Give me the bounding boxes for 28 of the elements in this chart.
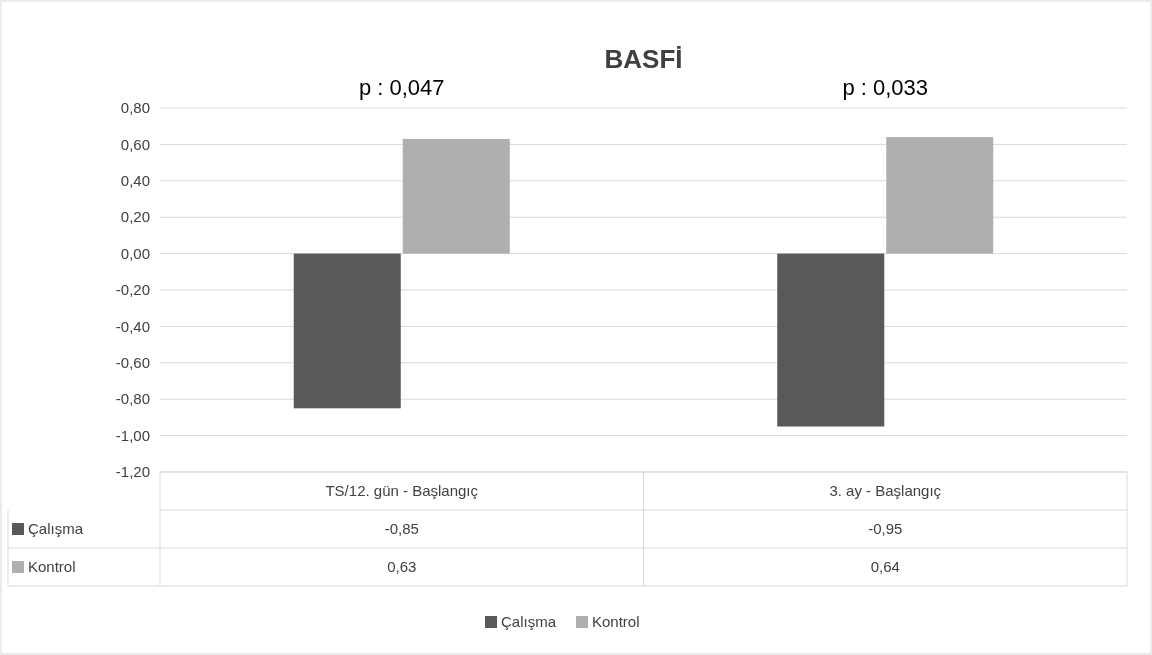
y-tick-label: 0,20 bbox=[120, 208, 150, 226]
legend-label: Kontrol bbox=[592, 613, 640, 631]
data-label: -0,95 bbox=[868, 520, 903, 538]
y-tick-label: -1,00 bbox=[115, 426, 150, 444]
text: p : 0,033 bbox=[842, 75, 929, 100]
data-label: 0,64 bbox=[870, 558, 900, 576]
y-tick-label: -0,60 bbox=[115, 354, 150, 372]
bar bbox=[402, 138, 510, 254]
bar bbox=[886, 137, 994, 254]
y-tick-label: 0,60 bbox=[120, 135, 150, 153]
y-tick-label: -0,80 bbox=[115, 390, 150, 408]
x-tick-label: 3. ay - Başlangıç bbox=[829, 482, 942, 500]
x-tick-label: TS/12. gün - Başlangıç bbox=[325, 482, 479, 500]
legend-label: Çalışma bbox=[501, 613, 557, 631]
chart-title: BASFİ bbox=[604, 44, 683, 74]
y-tick-label: 0,00 bbox=[120, 244, 150, 262]
text: Çalışma bbox=[28, 520, 84, 538]
text: p : 0,047 bbox=[358, 75, 445, 100]
data-label: -0,85 bbox=[384, 520, 419, 538]
y-tick-label: 0,80 bbox=[120, 99, 150, 117]
bar bbox=[293, 253, 401, 409]
text: Kontrol bbox=[28, 558, 76, 576]
bar bbox=[777, 253, 885, 427]
y-tick-label: -1,20 bbox=[115, 463, 150, 481]
data-label: 0,63 bbox=[387, 558, 417, 576]
y-tick-label: 0,40 bbox=[120, 172, 150, 190]
y-tick-label: -0,20 bbox=[115, 281, 150, 299]
y-tick-label: -0,40 bbox=[115, 317, 150, 335]
